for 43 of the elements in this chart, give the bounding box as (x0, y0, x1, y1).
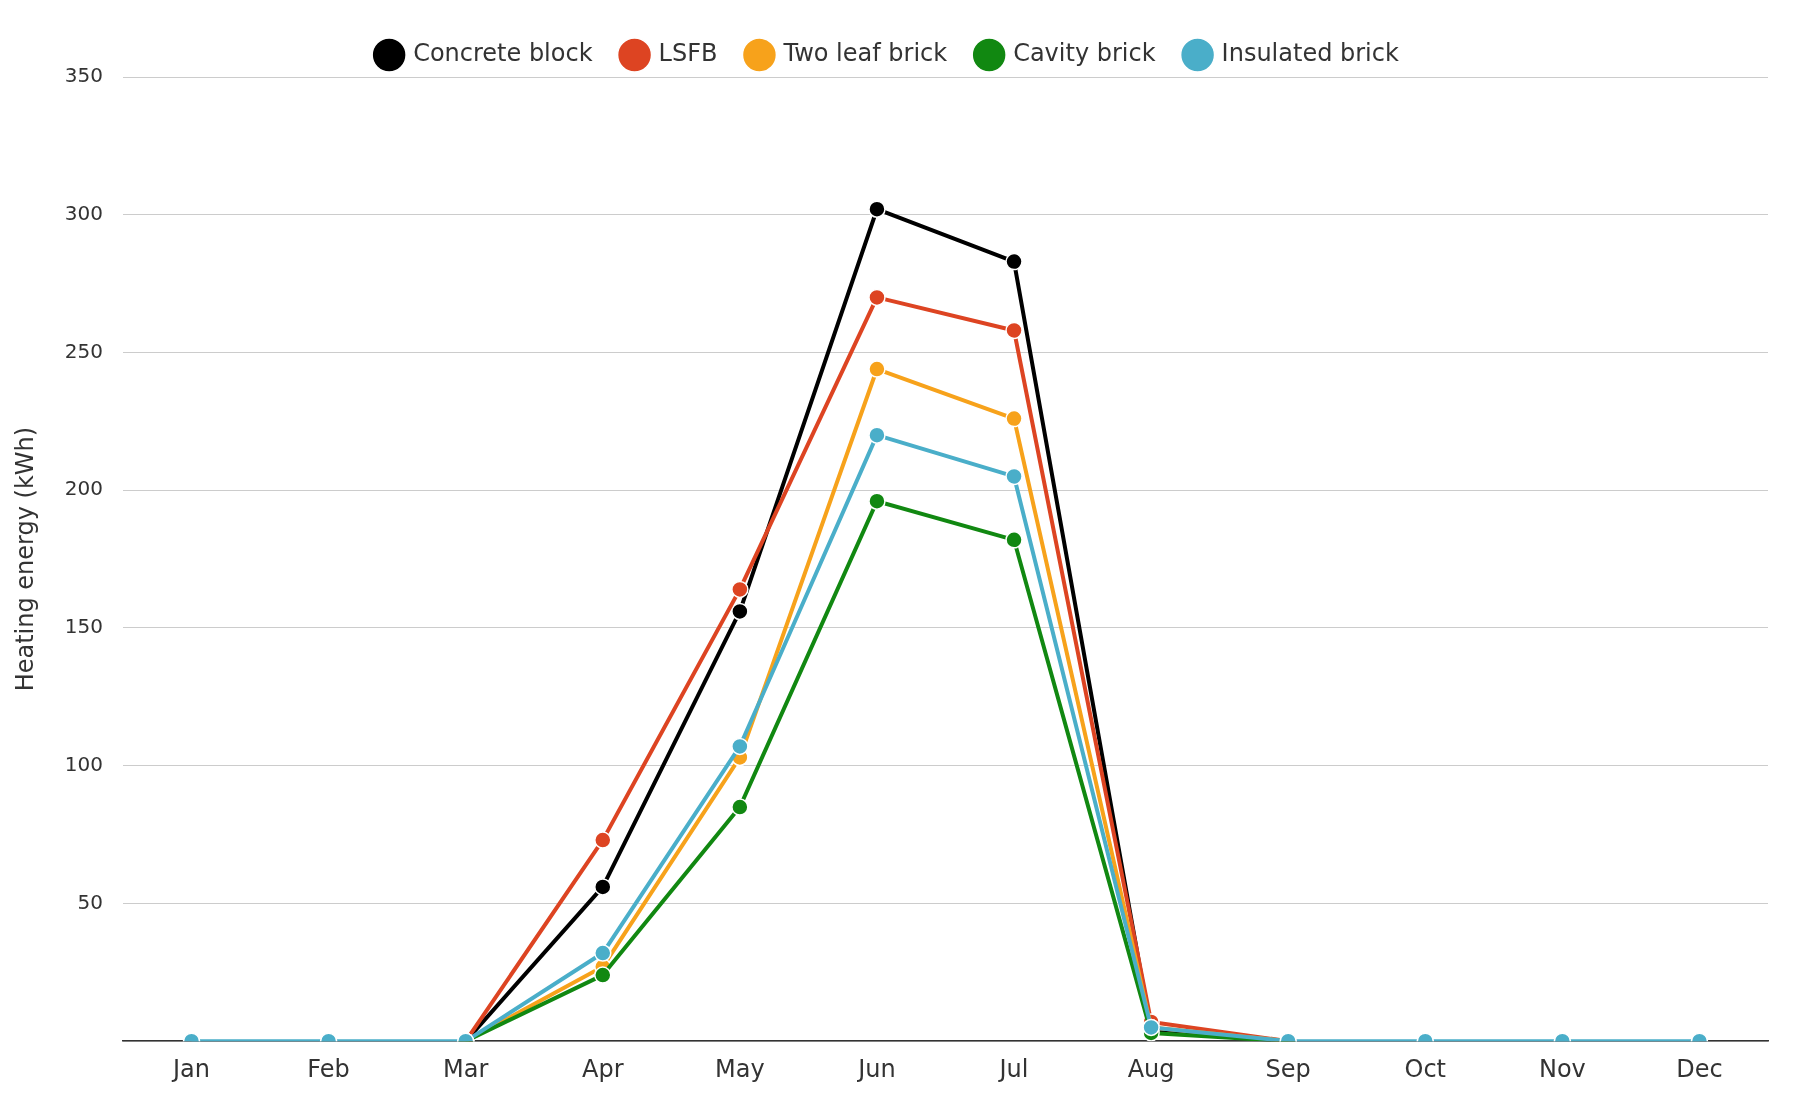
point (868, 492, 886, 510)
x-tick-label: Apr (582, 1054, 624, 1083)
point (594, 831, 612, 849)
point (731, 798, 749, 816)
x-tick-label: Aug (1127, 1054, 1175, 1083)
point (868, 360, 886, 378)
y-tick-label: 350 (64, 63, 103, 88)
y-tick-label: 200 (64, 476, 103, 501)
x-tick-label: Jun (856, 1054, 896, 1083)
point (868, 288, 886, 307)
x-tick-label: Mar (443, 1054, 489, 1083)
point (868, 200, 886, 218)
x-tick-label: Dec (1676, 1054, 1723, 1083)
x-tick-label: May (715, 1054, 765, 1083)
point (1005, 531, 1023, 549)
point (731, 580, 749, 599)
x-tick-label: Jul (997, 1054, 1029, 1083)
y-axis-title: Heating energy (kWh) (10, 426, 39, 692)
legend-label: Concrete block (413, 39, 593, 68)
point (594, 966, 612, 984)
point (594, 878, 612, 896)
legend-label: Cavity brick (1013, 39, 1156, 68)
legend-label: Insulated brick (1221, 39, 1399, 68)
point (731, 602, 749, 621)
x-tick-label: Nov (1538, 1054, 1586, 1083)
y-tick-label: 150 (64, 614, 103, 639)
x-tick-label: Sep (1265, 1054, 1311, 1083)
legend-label: LSFB (658, 39, 718, 68)
point (1005, 252, 1023, 271)
x-tick-label: Feb (307, 1054, 350, 1083)
y-tick-label: 50 (77, 889, 103, 914)
point (868, 426, 886, 444)
y-tick-label: 250 (64, 338, 103, 363)
point (1005, 321, 1023, 340)
point (1005, 467, 1023, 486)
legend-label: Two leaf brick (782, 39, 948, 68)
x-tick-label: Oct (1404, 1054, 1447, 1083)
y-tick-label: 300 (64, 200, 103, 225)
point (731, 737, 749, 756)
x-tick-label: Jan (171, 1054, 211, 1083)
point (1005, 409, 1023, 428)
point (594, 944, 612, 962)
y-tick-label: 100 (64, 751, 103, 776)
